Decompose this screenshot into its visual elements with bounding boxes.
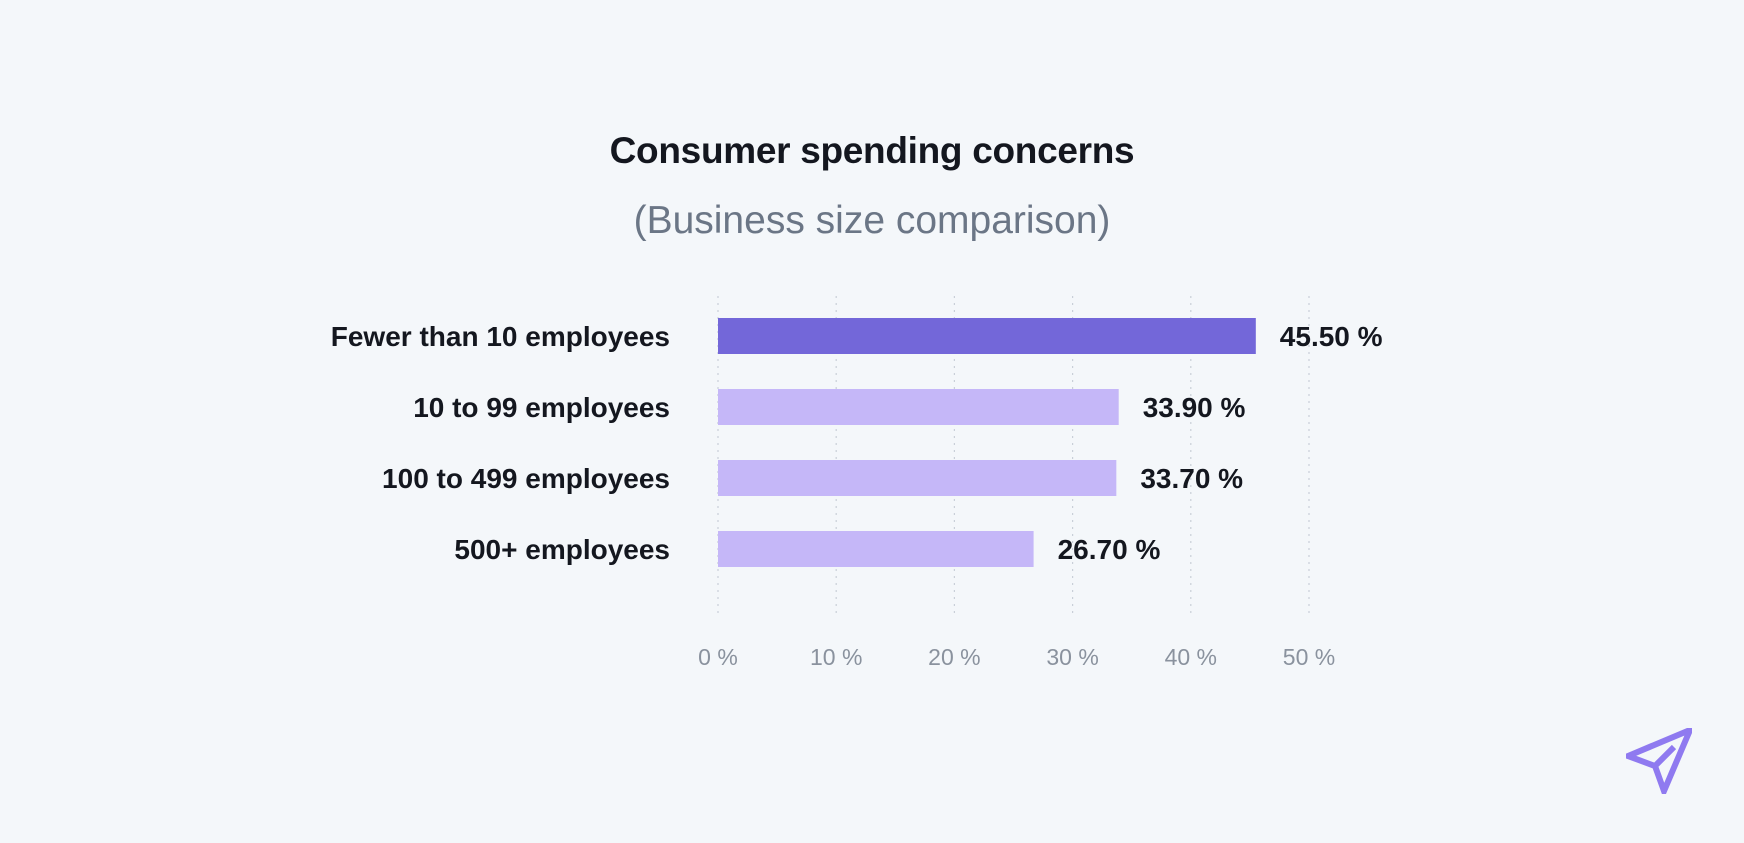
bars: [718, 318, 1256, 567]
bar: [718, 531, 1034, 567]
value-label: 33.90 %: [1143, 392, 1246, 423]
bar: [718, 389, 1119, 425]
value-label: 45.50 %: [1280, 321, 1383, 352]
x-tick-label: 0 %: [698, 644, 738, 670]
x-tick-label: 30 %: [1046, 644, 1098, 670]
bar: [718, 460, 1117, 496]
value-label: 33.70 %: [1140, 463, 1243, 494]
x-axis-ticks: 0 % 10 % 20 % 30 % 40 % 50 %: [698, 644, 1335, 670]
x-tick-label: 20 %: [928, 644, 980, 670]
value-label: 26.70 %: [1058, 534, 1161, 565]
paper-plane-icon: [1626, 728, 1692, 794]
chart-title: Consumer spending concerns: [609, 130, 1135, 171]
labels: Fewer than 10 employees 45.50 % 10 to 99 e…: [331, 321, 1383, 565]
category-label: 100 to 499 employees: [382, 463, 670, 494]
chart-subtitle: (Business size comparison): [633, 199, 1111, 242]
category-label: 10 to 99 employees: [413, 392, 670, 423]
bar: [718, 318, 1256, 354]
x-tick-label: 10 %: [810, 644, 862, 670]
category-label: 500+ employees: [454, 534, 670, 565]
category-label: Fewer than 10 employees: [331, 321, 670, 352]
x-tick-label: 50 %: [1283, 644, 1335, 670]
x-tick-label: 40 %: [1165, 644, 1217, 670]
